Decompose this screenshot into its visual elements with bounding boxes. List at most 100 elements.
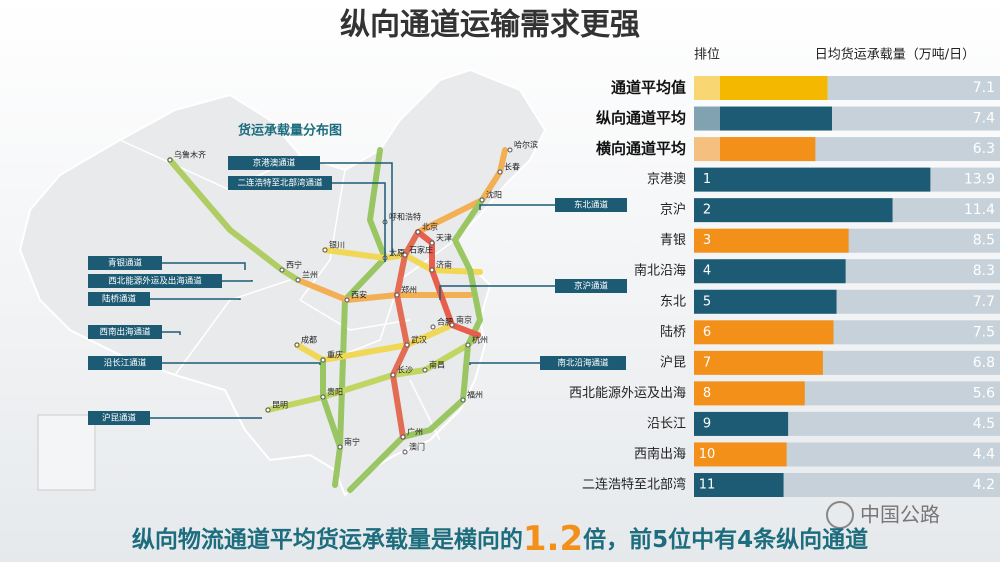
callout-label: 沪昆通道 <box>102 413 137 424</box>
rank-box <box>694 259 720 284</box>
callout-leader <box>162 331 181 335</box>
value-label: 7.5 <box>973 324 995 340</box>
rank-label: 6 <box>703 325 711 340</box>
city-label: 南宁 <box>344 437 360 447</box>
callout-box <box>555 198 627 212</box>
callout-leader <box>439 285 555 300</box>
city-label: 贵阳 <box>327 387 343 397</box>
city-label: 呼和浩特 <box>389 212 421 222</box>
category-label: 东北 <box>660 294 686 309</box>
rank-label: 11 <box>699 478 716 493</box>
rank-label: 9 <box>703 416 711 431</box>
callout-label: 二连浩特至北部湾通道 <box>237 178 323 189</box>
rank-label: 7 <box>703 355 711 370</box>
city-label: 兰州 <box>302 270 318 280</box>
callout-label: 西南出海通道 <box>99 327 151 338</box>
callout-label: 沿长江通道 <box>104 358 147 369</box>
callout-box <box>555 279 627 293</box>
city-dot <box>497 169 503 175</box>
rank-box <box>694 198 720 223</box>
bar <box>720 350 823 375</box>
bar <box>720 320 834 345</box>
city-label: 广州 <box>407 427 423 437</box>
city-dot <box>507 147 513 153</box>
rank-box <box>694 350 720 375</box>
rank-box <box>694 76 720 100</box>
value-label: 4.4 <box>973 446 995 462</box>
value-label: 7.7 <box>973 294 995 310</box>
callout-box <box>88 256 162 270</box>
rank-label: 4 <box>703 264 711 279</box>
city-dot <box>402 252 408 258</box>
bar <box>720 137 816 162</box>
rank-label: 2 <box>703 203 711 218</box>
city-dot <box>430 324 436 330</box>
callout-leader <box>332 182 386 262</box>
city-dot <box>279 267 285 273</box>
footer-text: 纵向物流通道平均货运承载量是横向的 <box>132 526 523 553</box>
value-label: 8.5 <box>973 233 995 249</box>
value-label: 7.4 <box>973 111 995 127</box>
callout-label: 青银通道 <box>108 258 143 269</box>
city-label: 石家庄 <box>409 245 433 255</box>
rank-box <box>694 442 720 467</box>
callout-leader <box>479 204 555 210</box>
city-dot <box>337 444 343 450</box>
city-label: 太原 <box>389 248 405 258</box>
city-label: 北京 <box>422 222 438 232</box>
city-dot <box>460 397 466 403</box>
category-label: 京沪 <box>660 202 686 218</box>
city-dot <box>167 157 173 163</box>
city-label: 南京 <box>456 315 472 325</box>
bar <box>720 198 893 223</box>
bar <box>720 473 784 497</box>
page-title: 纵向通道运输需求更强 <box>340 8 640 43</box>
city-dot <box>294 342 300 348</box>
rank-box <box>694 473 720 497</box>
rank-box <box>694 289 720 314</box>
callout-leader <box>150 298 241 300</box>
rank-label: 1 <box>703 172 711 187</box>
category-label: 二连浩特至北部湾 <box>582 477 686 493</box>
city-dot <box>390 372 396 378</box>
city-label: 天津 <box>436 233 452 243</box>
value-label: 4.5 <box>973 416 995 432</box>
city-label: 银川 <box>329 240 345 250</box>
city-dot <box>429 267 435 273</box>
callout-label: 陆桥通道 <box>102 294 137 305</box>
callout-leader <box>320 162 393 256</box>
city-label: 澳门 <box>409 442 425 452</box>
city-label: 西安 <box>351 290 367 300</box>
rank-box <box>694 106 720 131</box>
city-dot <box>429 240 435 246</box>
callout-label: 东北通道 <box>574 200 609 211</box>
bar <box>720 259 846 284</box>
callout-label: 京港澳通道 <box>253 158 296 169</box>
rank-label: 3 <box>703 233 711 248</box>
category-label: 青银 <box>660 233 686 248</box>
callout-label: 西北能源外运及出海通道 <box>108 276 202 287</box>
callout-label: 京沪通道 <box>574 281 609 292</box>
city-dot <box>322 247 328 253</box>
category-label: 横向通道平均 <box>596 140 686 158</box>
callout-box <box>88 274 222 288</box>
city-label: 沈阳 <box>486 190 502 200</box>
callout-leader <box>469 362 540 365</box>
bar <box>720 106 832 131</box>
city-label: 合肥 <box>437 317 453 327</box>
city-label: 福州 <box>467 391 483 400</box>
city-dot <box>320 357 326 363</box>
footer-text: 倍，前5位中有4条纵向通道 <box>583 526 868 553</box>
watermark-text: 中国公路 <box>860 503 940 527</box>
category-label: 西北能源外运及出海 <box>569 386 686 401</box>
bar <box>720 228 849 253</box>
category-label: 西南出海 <box>634 446 686 462</box>
city-dot <box>265 407 271 413</box>
city-label: 杭州 <box>472 335 488 345</box>
bar <box>720 289 837 314</box>
city-label: 重庆 <box>327 350 343 360</box>
callout-leader <box>162 262 246 270</box>
rank-label: 5 <box>703 294 711 309</box>
category-label: 陆桥 <box>660 324 686 340</box>
city-dot <box>465 342 471 348</box>
